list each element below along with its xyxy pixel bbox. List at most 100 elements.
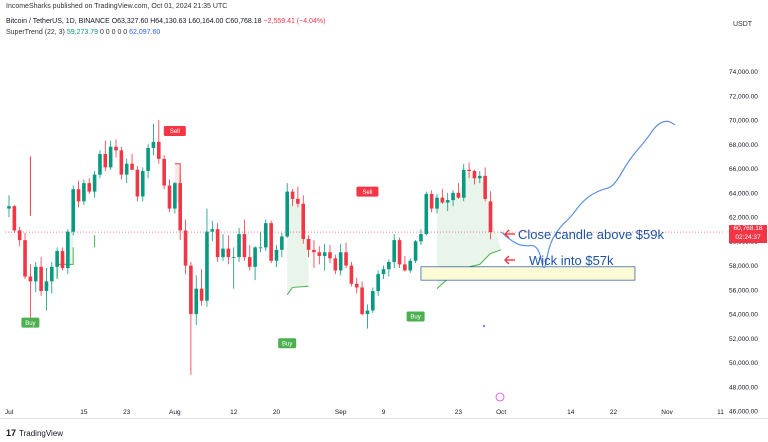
candle-body bbox=[98, 154, 102, 175]
candle-body bbox=[338, 252, 343, 271]
y-tick-label: 48,000.00 bbox=[729, 384, 758, 391]
symbol-legend: Bitcoin / TetherUS, 1D, BINANCE O63,327.… bbox=[6, 18, 325, 25]
footer-divider bbox=[0, 418, 768, 419]
candle-body bbox=[387, 261, 391, 270]
candle-body bbox=[419, 234, 423, 242]
candle-body bbox=[376, 274, 380, 292]
candle-body bbox=[467, 169, 471, 171]
x-tick-label: 15 bbox=[80, 409, 88, 416]
candle-body bbox=[269, 223, 273, 261]
candle-body bbox=[226, 248, 231, 258]
candle-body bbox=[424, 194, 429, 235]
x-tick-label: 14 bbox=[567, 409, 575, 416]
y-tick-label: 58,000.00 bbox=[729, 263, 758, 270]
candle-body bbox=[199, 288, 204, 301]
candle-body bbox=[17, 230, 22, 241]
candle-body bbox=[7, 206, 11, 209]
candle-body bbox=[274, 249, 279, 261]
x-tick-label: Oct bbox=[496, 409, 506, 416]
y-tick-label: 64,000.00 bbox=[729, 190, 758, 197]
supertrend-green-fill bbox=[287, 197, 309, 295]
candle-body bbox=[114, 146, 118, 151]
tradingview-brand-label: TradingView bbox=[19, 428, 64, 438]
sell-signal-badge bbox=[163, 125, 186, 136]
candle-body bbox=[130, 163, 134, 170]
candle-body bbox=[322, 252, 327, 256]
supertrend-green-line bbox=[286, 285, 309, 296]
y-tick-label: 66,000.00 bbox=[729, 166, 758, 173]
bar-countdown: 02:24:37 bbox=[735, 233, 761, 241]
chart-dot-marker bbox=[483, 325, 485, 327]
candle-body bbox=[215, 229, 220, 258]
close-annotation-text: Close candle above $59k bbox=[518, 227, 664, 242]
candle-body bbox=[231, 257, 236, 258]
y-tick-label: 62,000.00 bbox=[729, 215, 758, 222]
candle-body bbox=[301, 203, 306, 239]
candle-body bbox=[242, 234, 247, 258]
x-tick-label: 22 bbox=[610, 409, 618, 416]
close-annotation-arrow-head bbox=[504, 229, 510, 239]
candle-body bbox=[237, 234, 241, 258]
y-tick-label: 56,000.00 bbox=[729, 287, 758, 294]
candle-body bbox=[333, 258, 338, 271]
currency-label: USDT bbox=[733, 21, 753, 28]
candle-body bbox=[66, 231, 70, 269]
sell-signal-badge bbox=[356, 186, 379, 197]
y-tick-label: 54,000.00 bbox=[729, 312, 758, 319]
candle-body bbox=[55, 251, 59, 267]
x-tick-label: 23 bbox=[455, 409, 463, 416]
event-marker-icon[interactable] bbox=[495, 392, 505, 402]
candle-body bbox=[371, 291, 375, 311]
x-tick-label: Aug bbox=[169, 409, 181, 416]
candle-body bbox=[258, 247, 263, 249]
candle-body bbox=[280, 236, 284, 250]
buy-signal-badge bbox=[21, 317, 40, 328]
candle-body bbox=[205, 231, 209, 301]
buy-signal-label: Buy bbox=[410, 315, 420, 321]
y-tick-label: 74,000.00 bbox=[729, 69, 758, 76]
candle-body bbox=[354, 283, 359, 288]
candle-body bbox=[290, 191, 295, 199]
last-price-tag: 60,768.18 02:24:37 bbox=[729, 225, 767, 244]
x-tick-label: 9 bbox=[382, 409, 386, 416]
y-tick-label: 72,000.00 bbox=[729, 93, 758, 100]
candle-body bbox=[365, 310, 370, 315]
ohlc-values: O63,327.60 H64,130.63 L60,164.00 C60,768… bbox=[111, 18, 262, 25]
candle-body bbox=[403, 264, 407, 271]
candle-body bbox=[135, 169, 140, 197]
candle-body bbox=[28, 276, 33, 282]
candle-body bbox=[151, 141, 156, 148]
candle-body bbox=[146, 147, 150, 171]
x-tick-label: Nov bbox=[661, 409, 673, 416]
y-tick-label: 70,000.00 bbox=[729, 118, 758, 125]
tradingview-logo-icon: 17 bbox=[6, 428, 17, 438]
candle-body bbox=[451, 192, 455, 201]
candle-body bbox=[173, 183, 177, 209]
candle-body bbox=[312, 249, 316, 253]
buy-signal-label: Buy bbox=[25, 321, 35, 327]
indicator-value-up: 59,273.79 bbox=[66, 29, 98, 36]
candle-body bbox=[328, 252, 332, 259]
candle-body bbox=[87, 183, 92, 192]
candle-body bbox=[483, 175, 487, 199]
buy-signal-badge bbox=[406, 311, 425, 322]
projection-path bbox=[500, 120, 676, 269]
candle-body bbox=[210, 229, 215, 232]
indicator-name: SuperTrend (22, 3) bbox=[6, 29, 65, 36]
candle-body bbox=[76, 189, 81, 202]
tradingview-brand[interactable]: 17 TradingView bbox=[6, 428, 63, 438]
candle-body bbox=[472, 170, 477, 179]
indicator-zeros: 0 0 0 0 0 bbox=[99, 29, 128, 36]
candle-body bbox=[253, 247, 257, 267]
y-tick-label: 52,000.00 bbox=[729, 336, 758, 343]
candle-body bbox=[162, 158, 166, 186]
y-tick-label: 46,000.00 bbox=[729, 409, 758, 416]
candle-body bbox=[39, 266, 43, 292]
candle-body bbox=[183, 230, 188, 266]
candle-body bbox=[392, 240, 396, 262]
candle-body bbox=[456, 192, 461, 198]
candle-body bbox=[296, 198, 300, 204]
publish-credit: IncomeSharks published on TradingView.co… bbox=[6, 3, 228, 10]
last-price-value: 60,768.18 bbox=[733, 225, 763, 233]
